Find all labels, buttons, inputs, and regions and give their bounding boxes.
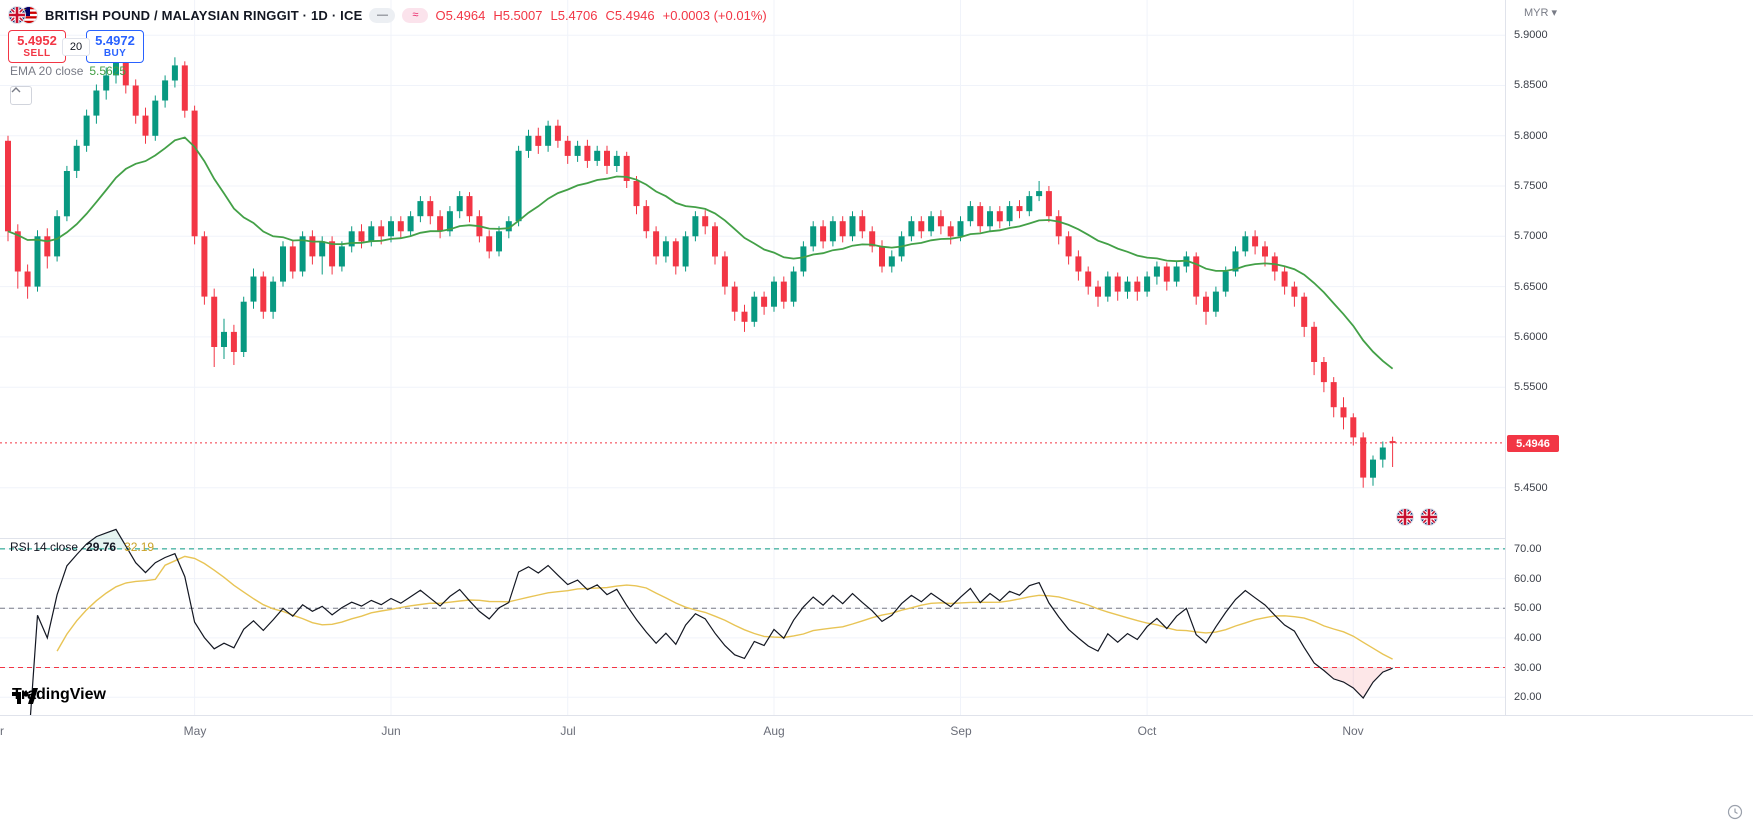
tradingview-logo-icon [12, 688, 38, 704]
buy-label: BUY [103, 48, 127, 59]
rsi-axis-label: 20.00 [1514, 691, 1542, 703]
currency-selector[interactable]: MYR ▾ [1524, 6, 1557, 19]
price-axis-label: 5.7000 [1514, 230, 1548, 242]
close-value: C5.4946 [605, 7, 655, 23]
price-axis-label: 5.9000 [1514, 29, 1548, 41]
rsi-value: 29.76 [86, 540, 117, 554]
rsi-indicator-legend[interactable]: RSI 14 close 29.76 32.19 [10, 540, 154, 554]
wave-icon: ≈ [412, 8, 419, 21]
price-axis[interactable]: MYR ▾ 5.4946 5.9000 5.8500 5.8000 5.7500 5.7… [1505, 0, 1753, 715]
ema-label: EMA 20 close [10, 64, 84, 78]
time-axis-label: Sep [950, 724, 972, 738]
last-price-badge: 5.4946 [1507, 435, 1559, 452]
sell-label: SELL [23, 48, 51, 59]
trade-widget: 5.4952 SELL 20 5.4972 BUY [8, 30, 144, 63]
rsi-axis-label: 40.00 [1514, 632, 1542, 644]
price-axis-label: 5.8500 [1514, 79, 1548, 91]
low-value: L5.4706 [550, 7, 598, 23]
rsi-axis-label: 50.00 [1514, 602, 1542, 614]
candlestick-chart[interactable] [0, 0, 1505, 715]
change-value: +0.0003 (+0.01%) [662, 7, 767, 23]
sell-button[interactable]: 5.4952 SELL [8, 30, 66, 63]
time-axis-label: r [0, 724, 4, 738]
time-axis[interactable]: r May Jun Jul Aug Sep Oct Nov [0, 715, 1753, 827]
uk-flag-icon [8, 6, 26, 24]
price-axis-label: 5.6500 [1514, 281, 1548, 293]
ohlc-readout: O5.4964 H5.5007 L5.4706 C5.4946 +0.0003 … [435, 8, 766, 23]
rsi-axis-label: 60.00 [1514, 573, 1542, 585]
uk-flag-icon [1420, 508, 1438, 526]
tradingview-logo[interactable]: TradingView [12, 686, 106, 704]
uk-flag-icon [1396, 508, 1414, 526]
buy-price: 5.4972 [95, 33, 135, 48]
price-axis-label: 5.4500 [1514, 482, 1548, 494]
clock-icon [1727, 804, 1743, 820]
spread-value: 20 [62, 37, 90, 56]
rsi-label: RSI 14 close [10, 540, 79, 554]
price-axis-label: 5.8000 [1514, 130, 1548, 142]
caret-down-icon: ▾ [1551, 7, 1558, 19]
wave-tool-pill[interactable]: ≈ [402, 7, 429, 23]
sell-price: 5.4952 [17, 33, 57, 48]
chart-plot-area[interactable]: BRITISH POUND / MALAYSIAN RINGGIT · 1D ·… [0, 0, 1505, 715]
time-axis-label: Aug [763, 724, 785, 738]
time-axis-label: Jul [560, 724, 576, 738]
high-value: H5.5007 [493, 7, 543, 23]
buy-button[interactable]: 5.4972 BUY [86, 30, 144, 63]
symbol-legend[interactable]: BRITISH POUND / MALAYSIAN RINGGIT · 1D ·… [8, 6, 767, 24]
timezone-clock-button[interactable] [1727, 804, 1743, 820]
currency-label: MYR [1524, 7, 1549, 19]
rsi-axis-label: 30.00 [1514, 662, 1542, 674]
pane-collapse-button[interactable] [10, 86, 32, 105]
rsi-axis-label: 70.00 [1514, 543, 1542, 555]
open-value: O5.4964 [435, 7, 486, 23]
ema-value: 5.5625 [89, 64, 127, 78]
price-axis-label: 5.5500 [1514, 381, 1548, 393]
symbol-logo-flags [1396, 508, 1440, 526]
time-axis-label: Nov [1342, 724, 1364, 738]
symbol-title[interactable]: BRITISH POUND / MALAYSIAN RINGGIT · 1D ·… [45, 7, 363, 23]
time-axis-label: Jun [381, 724, 401, 738]
ema-indicator-legend[interactable]: EMA 20 close 5.5625 [10, 64, 126, 78]
line-tool-pill[interactable]: — [369, 7, 396, 23]
price-axis-label: 5.6000 [1514, 331, 1548, 343]
rsi-ma-value: 32.19 [124, 540, 155, 554]
symbol-flag-pair [8, 6, 38, 24]
time-axis-label: Oct [1137, 724, 1157, 738]
chevron-up-icon [11, 87, 21, 93]
time-axis-label: May [183, 724, 207, 738]
minus-line-icon: — [376, 8, 388, 21]
price-axis-label: 5.7500 [1514, 180, 1548, 192]
